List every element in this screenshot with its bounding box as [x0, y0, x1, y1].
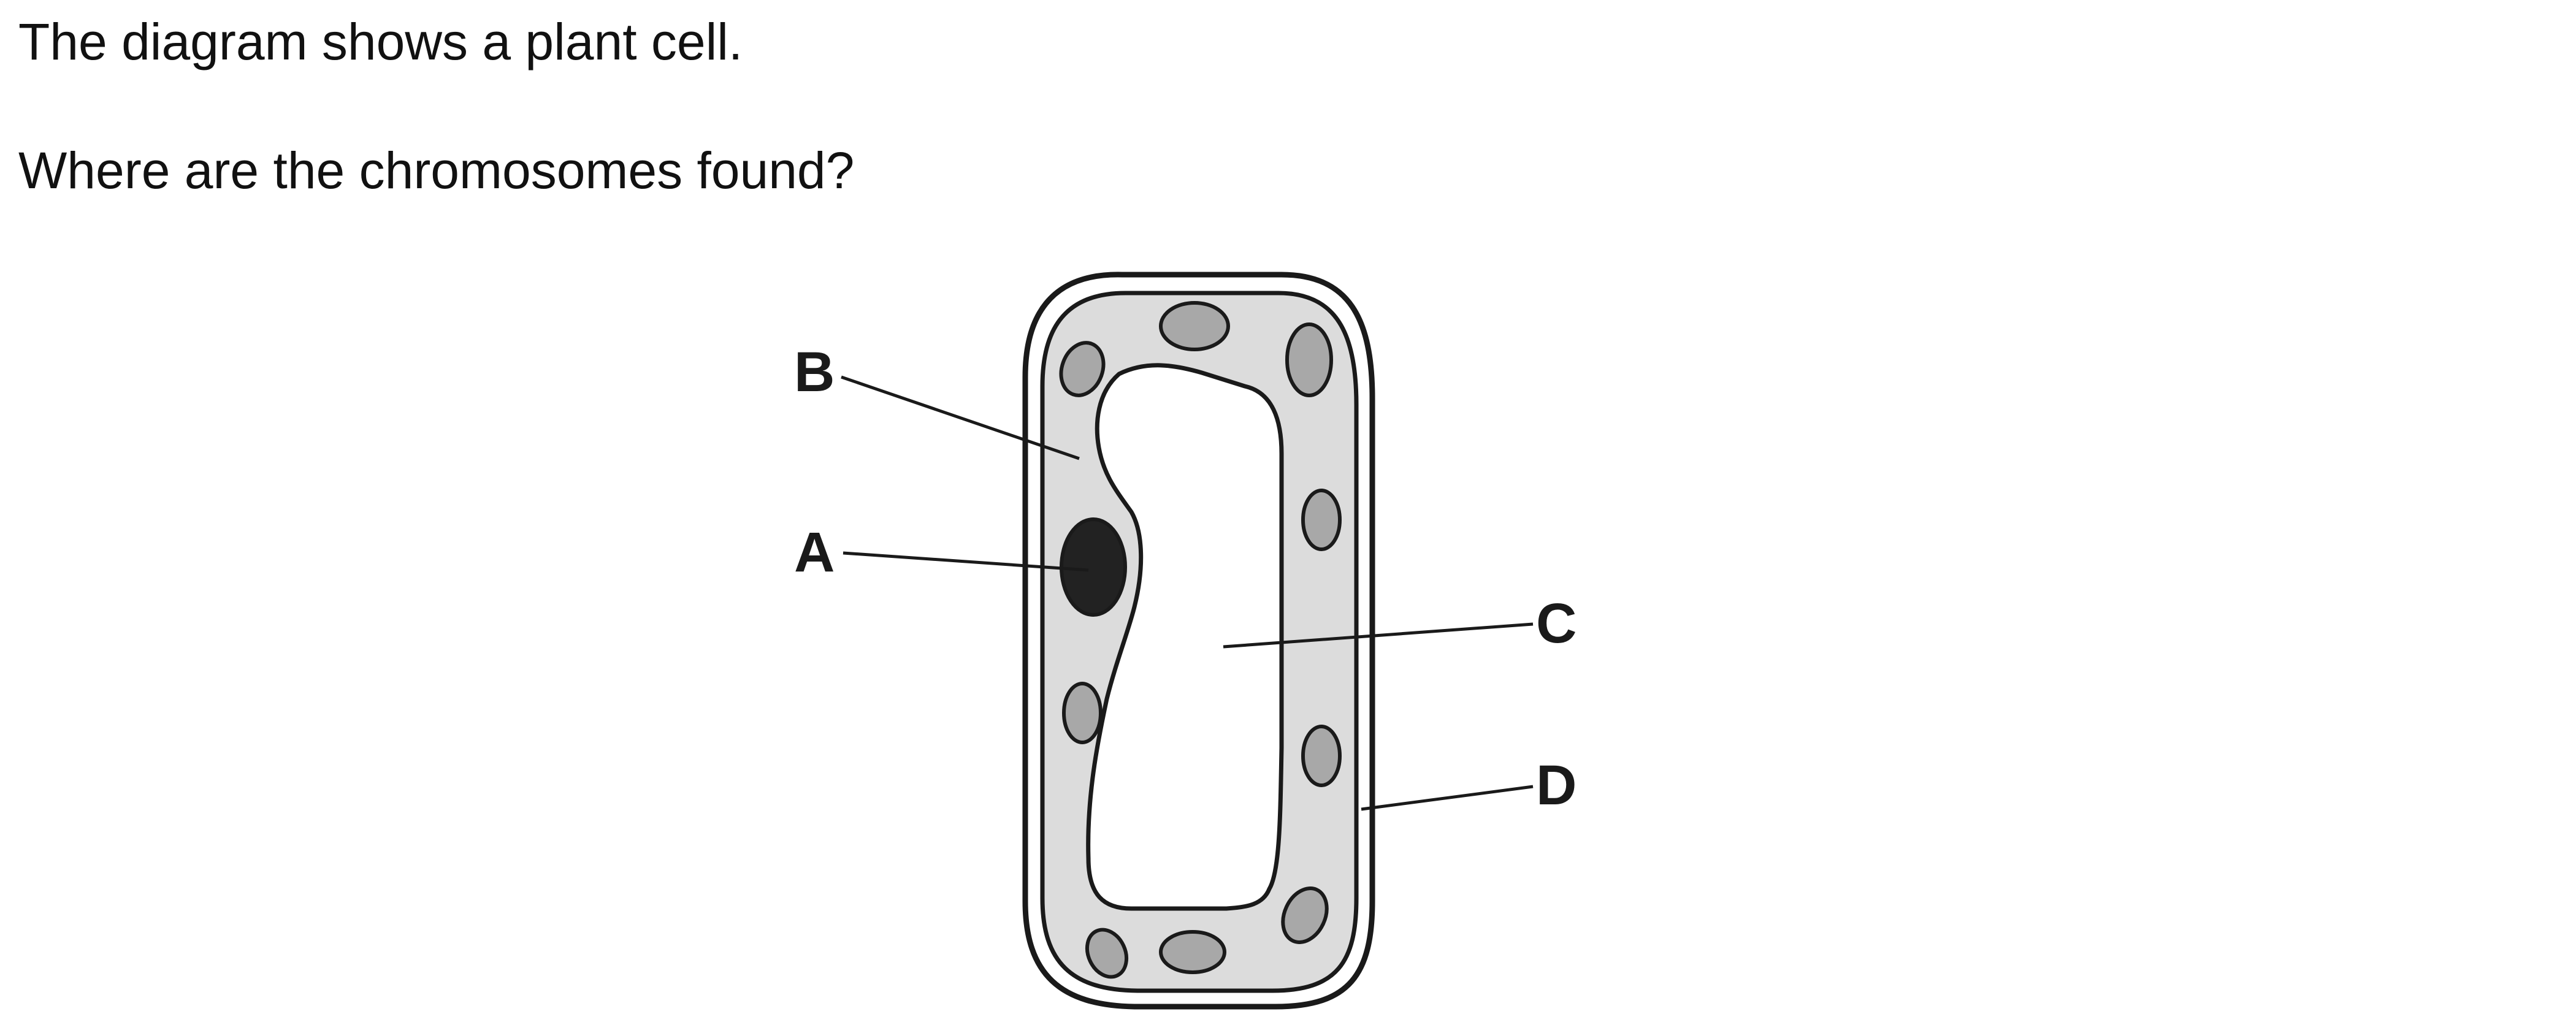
leader-line-b: [841, 375, 1080, 460]
chloroplast: [1301, 489, 1342, 551]
chloroplast: [1085, 928, 1129, 979]
chloroplast: [1059, 341, 1106, 397]
label-d: D: [1536, 754, 1577, 817]
chloroplast: [1301, 725, 1342, 787]
leader-line-c: [1223, 622, 1534, 649]
label-a: A: [794, 521, 835, 584]
label-b: B: [794, 341, 835, 403]
intro-text: The diagram shows a plant cell.: [18, 13, 743, 71]
leader-line-a: [843, 551, 1089, 572]
question-text: Where are the chromosomes found?: [18, 142, 855, 199]
nucleus: [1060, 517, 1127, 617]
chloroplast: [1159, 301, 1230, 351]
chloroplast: [1159, 930, 1226, 974]
vacuole: [1086, 363, 1284, 911]
chloroplast: [1281, 886, 1329, 944]
chloroplast: [1285, 322, 1333, 397]
label-c: C: [1536, 592, 1577, 655]
leader-line-d: [1361, 785, 1534, 811]
chloroplast: [1062, 682, 1103, 744]
chloroplasts: [1059, 301, 1342, 979]
leader-lines: [841, 375, 1534, 811]
